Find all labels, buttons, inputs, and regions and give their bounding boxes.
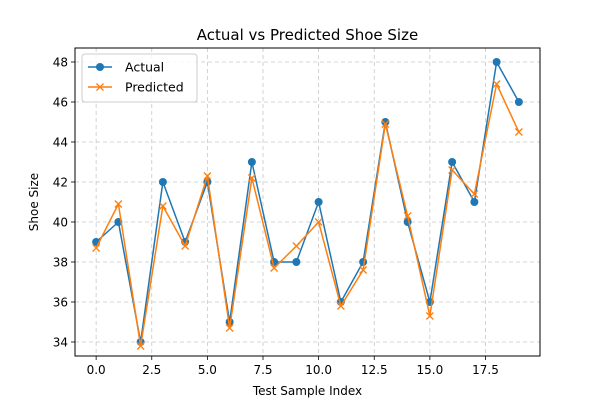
y-axis-label: Shoe Size — [27, 173, 41, 231]
predicted-series-line — [95, 83, 520, 347]
x-tick-label: 7.5 — [253, 363, 272, 377]
y-tick-label: 34 — [53, 336, 68, 350]
x-tick-label: 10.0 — [305, 363, 332, 377]
predicted-point — [514, 128, 523, 136]
actual-point — [247, 158, 256, 166]
series-layer — [92, 58, 523, 350]
predicted-point — [92, 244, 101, 252]
predicted-point — [203, 172, 212, 180]
x-tick-label: 17.5 — [472, 363, 499, 377]
predicted-point — [181, 242, 190, 250]
actual-point — [292, 258, 301, 266]
actual-point — [314, 198, 323, 206]
legend-predicted-label: Predicted — [125, 80, 184, 95]
predicted-point — [292, 242, 301, 250]
plot-area-frame — [74, 47, 541, 357]
x-axis: 0.0 2.5 5.0 7.5 10.0 12.5 15.0 17.5 — [87, 356, 499, 377]
x-axis-label: Test Sample Index — [252, 384, 362, 398]
predicted-point — [114, 200, 123, 208]
predicted-point — [359, 266, 368, 274]
y-tick-label: 42 — [53, 176, 68, 190]
legend-box — [81, 53, 198, 103]
y-tick-label: 38 — [53, 256, 68, 270]
predicted-point — [314, 218, 323, 226]
y-tick-label: 46 — [53, 96, 68, 110]
x-tick-label: 2.5 — [142, 363, 161, 377]
predicted-point — [225, 324, 234, 332]
y-tick-label: 36 — [53, 296, 68, 310]
predicted-point — [336, 302, 345, 310]
actual-point — [381, 118, 390, 126]
chart-title: Actual vs Predicted Shoe Size — [197, 26, 418, 44]
y-axis: 34 36 38 40 42 44 46 48 — [53, 56, 75, 350]
predicted-point — [403, 212, 412, 220]
predicted-point — [381, 120, 390, 128]
predicted-point — [270, 264, 279, 272]
predicted-point — [136, 342, 145, 350]
actual-point — [448, 158, 457, 166]
actual-point — [492, 58, 501, 66]
legend: Actual Predicted — [81, 53, 198, 103]
predicted-point — [247, 174, 256, 182]
predicted-point — [448, 166, 457, 174]
predicted-point — [425, 312, 434, 320]
y-tick-label: 44 — [53, 136, 68, 150]
y-tick-label: 48 — [53, 56, 68, 70]
x-tick-label: 12.5 — [361, 363, 388, 377]
actual-point — [359, 258, 368, 266]
predicted-point — [470, 190, 479, 198]
x-tick-label: 5.0 — [198, 363, 217, 377]
legend-predicted-marker — [96, 83, 104, 91]
legend-actual-marker — [96, 63, 104, 71]
actual-point — [158, 178, 167, 186]
actual-point — [514, 98, 523, 106]
x-tick-label: 15.0 — [417, 363, 444, 377]
x-tick-label: 0.0 — [87, 363, 106, 377]
predicted-point — [492, 80, 501, 88]
grid — [75, 48, 540, 356]
actual-point — [225, 318, 234, 326]
legend-actual-label: Actual — [125, 60, 164, 75]
actual-point — [470, 198, 479, 206]
predicted-point — [158, 202, 167, 210]
y-tick-label: 40 — [53, 216, 68, 230]
actual-series-line — [95, 61, 520, 343]
